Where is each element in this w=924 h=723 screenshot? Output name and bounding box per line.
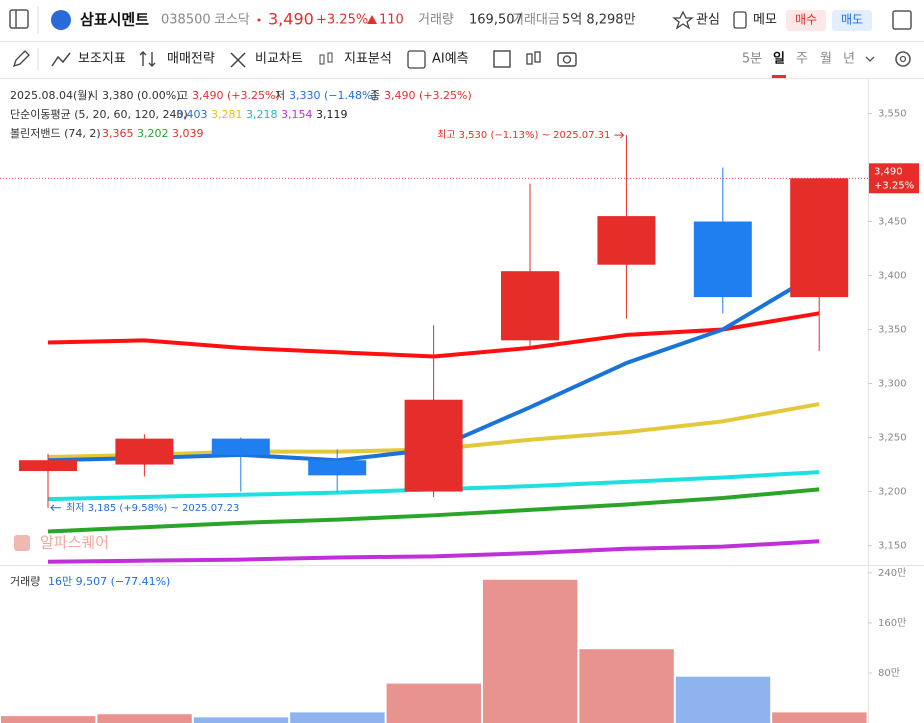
volume-bar (290, 712, 385, 723)
volume-label: 거래량 (10, 575, 40, 588)
info-date: 2025.08.04(월) (10, 89, 92, 102)
header: 삼표시멘트 038500 코스닥 3,490 +3.25% 110 거래량 16… (0, 6, 924, 42)
market: 코스닥 (214, 13, 250, 28)
high-annotation: 최고 3,530 (−1.13%) ~ 2025.07.31 (437, 129, 610, 141)
y-tick-label: 3,300 (878, 379, 907, 390)
volume-bar (97, 714, 192, 723)
tool-button[interactable]: 매매전략 (167, 52, 215, 67)
candle-body (404, 399, 463, 492)
candle-body (19, 460, 77, 472)
y-tick-label: 3,450 (878, 217, 907, 228)
period-underline (772, 75, 786, 78)
sell-button[interactable]: 매도 (841, 13, 863, 27)
sidebar-icon[interactable] (9, 9, 29, 29)
price-tag-change: +3.25% (874, 180, 914, 191)
open-value: 3,380 (0.00%) (102, 89, 181, 102)
volume: 169,507 (469, 13, 523, 28)
watermark: 알파스퀘어 (14, 534, 109, 552)
candle-body (211, 438, 270, 455)
period-button[interactable]: 주 (796, 52, 808, 67)
y-tick-label: 3,200 (878, 487, 907, 498)
volume-bar (675, 676, 771, 723)
y-tick-label: 3,150 (878, 541, 907, 552)
volume-bar (193, 717, 289, 723)
bb-value: 3,365 (102, 127, 134, 140)
bb-label: 볼린저밴드 (74, 2) (10, 127, 101, 140)
amount: 5억 8,298만 (562, 13, 636, 28)
y-tick-label: 3,250 (878, 433, 907, 444)
sma-label: 단순이동평균 (5, 20, 60, 120, 240) (10, 108, 188, 121)
volume-bar (386, 683, 481, 723)
bb-value: 3,039 (172, 127, 204, 140)
change-pct: +3.25% (316, 13, 368, 28)
price-tag-price: 3,490 (874, 166, 903, 177)
watch-button[interactable]: 관심 (696, 13, 720, 28)
candle-body (597, 216, 656, 265)
candle-body (308, 460, 367, 476)
toolbar (0, 48, 924, 79)
y-tick-label: 3,350 (878, 325, 907, 336)
indicator-line (47, 539, 820, 564)
period-button[interactable]: 일 (773, 52, 785, 67)
high-label: 고 (178, 89, 188, 102)
volume-bar (483, 579, 578, 723)
close-value: 3,490 (+3.25%) (384, 89, 472, 102)
volume-bar (579, 649, 674, 723)
watermark-text: 알파스퀘어 (40, 534, 109, 552)
stock-code: 038500 (161, 13, 211, 28)
period-button[interactable]: 월 (820, 52, 832, 67)
logo (51, 10, 71, 30)
sma-value: 3,119 (316, 108, 348, 121)
low-label: 저 (275, 89, 285, 102)
sma-value: 3,281 (211, 108, 243, 121)
memo-button[interactable]: 메모 (753, 13, 777, 28)
high-value: 3,490 (+3.25%) (192, 89, 280, 102)
sma-value: 3,403 (176, 108, 208, 121)
candle-body (501, 271, 559, 341)
open-label: 시 (88, 89, 98, 102)
volume-bar (772, 712, 867, 723)
volume-tick-label: 160만 (878, 617, 906, 629)
buy-button[interactable]: 매수 (795, 13, 817, 27)
amount-label: 거래대금 (512, 13, 560, 28)
bb-value: 3,202 (137, 127, 169, 140)
tool-button[interactable]: 보조지표 (78, 52, 126, 67)
candle-body (790, 178, 849, 298)
volume-value: 16만 9,507 (−77.41%) (48, 575, 170, 588)
low-value: 3,330 (−1.48%) (289, 89, 377, 102)
low-arrow (50, 504, 61, 512)
period-button[interactable]: 5분 (742, 52, 762, 67)
volume-tick-label: 240만 (878, 567, 906, 579)
y-tick-label: 3,550 (878, 108, 907, 119)
y-tick-label: 3,400 (878, 271, 907, 282)
price: 3,490 (268, 10, 314, 29)
stock-name: 삼표시멘트 (80, 11, 149, 29)
tool-button[interactable]: 지표분석 (344, 52, 392, 67)
candle-body (693, 221, 752, 298)
change: 110 (379, 13, 404, 28)
candle-body (115, 438, 174, 465)
tool-button[interactable]: 비교차트 (255, 52, 303, 67)
sma-value: 3,218 (246, 108, 278, 121)
volume-tick-label: 80만 (878, 667, 900, 679)
tool-button[interactable]: AI예측 (432, 52, 469, 67)
volume-label: 거래량 (418, 13, 454, 28)
price-tag (869, 163, 919, 194)
sma-value: 3,154 (281, 108, 313, 121)
period-button[interactable]: 년 (843, 52, 855, 67)
low-annotation: 최저 3,185 (+9.58%) ~ 2025.07.23 (66, 502, 239, 514)
volume-bar (1, 716, 96, 723)
close-label: 종 (370, 89, 380, 102)
high-arrow (614, 131, 625, 139)
indicator-line (47, 487, 820, 534)
